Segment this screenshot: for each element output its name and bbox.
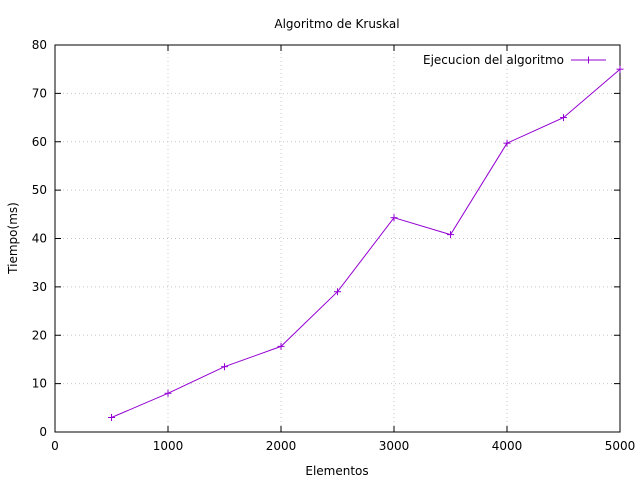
- x-tick-label-3: 3000: [379, 439, 410, 453]
- x-tick-label-2: 2000: [266, 439, 297, 453]
- data-point: [503, 139, 511, 147]
- grid-lines: [55, 45, 620, 432]
- x-axis-label: Elementos: [305, 464, 368, 478]
- x-axis-ticks: 0 1000 2000 3000 4000 5000: [51, 45, 635, 453]
- data-point: [390, 214, 398, 222]
- y-tick-label-2: 20: [32, 328, 47, 342]
- data-point: [616, 65, 624, 73]
- y-tick-label-6: 60: [32, 135, 47, 149]
- data-point: [277, 342, 285, 350]
- y-tick-label-7: 70: [32, 86, 47, 100]
- x-tick-label-1: 1000: [153, 439, 184, 453]
- series-line-1: [111, 68, 621, 418]
- x-tick-label-5: 5000: [605, 439, 636, 453]
- y-tick-label-0: 0: [39, 425, 47, 439]
- data-point: [164, 389, 172, 397]
- x-tick-label-4: 4000: [492, 439, 523, 453]
- y-axis-label: Tiempo(ms): [6, 202, 20, 275]
- y-axis-ticks: 0 10 20 30 40 50 60 70 80: [32, 38, 620, 439]
- y-tick-label-3: 30: [32, 280, 47, 294]
- x-tick-label-0: 0: [51, 439, 59, 453]
- y-tick-label-4: 40: [32, 232, 47, 246]
- y-tick-label-1: 10: [32, 377, 47, 391]
- data-point: [447, 231, 454, 239]
- data-point: [108, 413, 115, 421]
- y-tick-label-5: 50: [32, 183, 47, 197]
- legend-marker-series-1: [585, 56, 592, 64]
- chart-title: Algoritmo de Kruskal: [274, 17, 399, 31]
- data-point: [334, 288, 341, 296]
- data-point: [560, 114, 567, 122]
- data-series: [108, 65, 624, 421]
- data-point: [221, 363, 228, 371]
- y-tick-label-8: 80: [32, 38, 47, 52]
- legend: Ejecucion del algoritmo: [423, 53, 606, 67]
- legend-label-series-1: Ejecucion del algoritmo: [423, 53, 564, 67]
